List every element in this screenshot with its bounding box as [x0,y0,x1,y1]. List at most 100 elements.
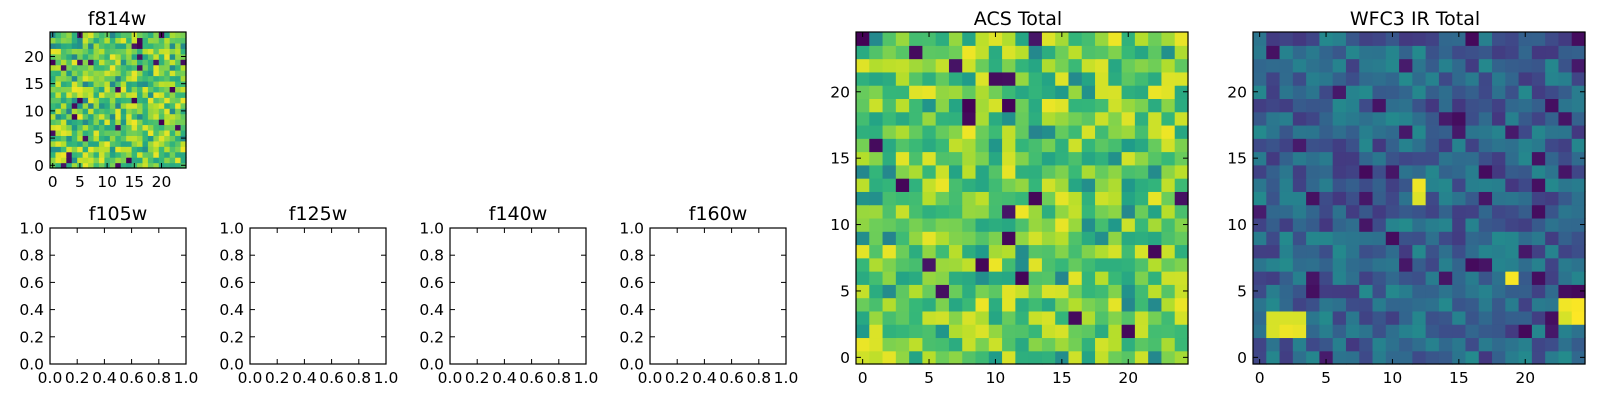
heatmap-cell [1266,58,1281,73]
heatmap-cell [1545,58,1560,73]
heatmap-cell [164,140,171,147]
heatmap-cell [1345,111,1360,126]
heatmap-cell [1465,284,1480,299]
heatmap-cell [1478,191,1493,206]
heatmap-cell [975,231,990,246]
heatmap-cell [1399,71,1413,86]
heatmap-cell [142,48,149,55]
heatmap-cell [1412,151,1427,166]
heatmap-cell [1068,138,1083,153]
heatmap-cell [60,135,67,142]
heatmap-cell [147,124,154,131]
heatmap-cell [1425,58,1440,73]
heatmap-cell [120,151,127,158]
heatmap-cell [120,59,127,66]
heatmap-cell [164,91,171,98]
heatmap-cell [169,70,176,77]
heatmap-cell [988,191,1003,206]
heatmap-cell [158,135,165,142]
heatmap-cell [856,138,870,153]
heatmap-cell [1465,350,1480,365]
heatmap-cell [109,140,116,147]
heatmap-cell [1161,310,1176,325]
heatmap-cell [158,53,165,60]
heatmap-cell [175,75,182,82]
heatmap-cell [1041,204,1056,219]
heatmap-cell [1465,151,1480,166]
heatmap-cell [1015,111,1030,126]
heatmap-cell [93,162,100,169]
heatmap-cell [164,102,171,109]
heatmap-cell [1518,350,1533,365]
heatmap-cell [1161,124,1176,139]
heatmap-cell [869,178,884,192]
heatmap-cell [975,284,990,299]
heatmap-cell [935,244,950,259]
heatmap-cell [1571,58,1586,73]
heatmap-cell [1068,191,1083,206]
heatmap-cell [55,59,62,66]
heatmap-cell [109,124,116,131]
heatmap-cell [1028,324,1043,339]
heatmap-cell [1041,350,1056,365]
heatmap-cell [895,45,910,60]
heatmap-cell [1492,32,1506,46]
heatmap-cell [1425,45,1440,60]
heatmap-cell [1028,231,1043,246]
heatmap-cell [1505,231,1520,246]
heatmap-cell [975,111,990,126]
heatmap-cell [147,162,154,169]
heatmap-cell [1161,138,1176,153]
heatmap-cell [1332,350,1347,365]
panel-title-f160w: f160w [689,203,748,225]
heatmap-cell [1345,257,1360,272]
heatmap-cell [126,53,133,60]
heatmap-cell [147,53,154,60]
heatmap-cell [147,102,154,109]
heatmap-cell [1558,111,1573,126]
heatmap-cell [1279,85,1294,99]
heatmap-cell [153,146,160,153]
heatmap-cell [1505,98,1520,113]
heatmap-cell [1478,310,1493,325]
heatmap-cell [1545,350,1560,365]
y-tick-label: 20 [1227,83,1247,101]
heatmap-cell [1095,98,1109,113]
heatmap-cell [142,59,149,66]
heatmap-cell [66,157,73,164]
heatmap-cell [1108,350,1123,365]
heatmap-cell [962,231,977,246]
heatmap-cell [1438,257,1453,272]
heatmap-cell [1412,58,1427,73]
heatmap-cell [1399,217,1413,232]
heatmap-cell [120,86,127,93]
heatmap-cell [93,129,100,136]
heatmap-cell [1438,284,1453,299]
heatmap-cell [935,178,950,192]
heatmap-cell [115,157,122,164]
heatmap-cell [882,284,897,299]
heatmap-cell [1399,124,1413,139]
heatmap-cell [109,42,116,49]
heatmap-cell [1266,191,1281,206]
heatmap-cell [1015,85,1030,99]
heatmap-cell [1478,164,1493,179]
heatmap-cell [1478,111,1493,126]
heatmap-cell [1438,191,1453,206]
heatmap-cell [1306,124,1320,139]
y-tick-label: 0.8 [219,247,244,265]
heatmap-cell [1332,98,1347,113]
heatmap-cell [88,53,95,60]
heatmap-cell [71,140,78,147]
heatmap-cell [1306,271,1320,285]
heatmap-cell [120,113,127,120]
heatmap-cell [1266,111,1281,126]
heatmap-cell [55,70,62,77]
heatmap-cell [60,48,67,55]
heatmap-cell [137,151,144,158]
heatmap-cell [882,310,897,325]
heatmap-cell [66,113,73,120]
heatmap-cell [1108,98,1123,113]
heatmap-cell [1545,178,1560,192]
heatmap-cell [153,32,160,39]
